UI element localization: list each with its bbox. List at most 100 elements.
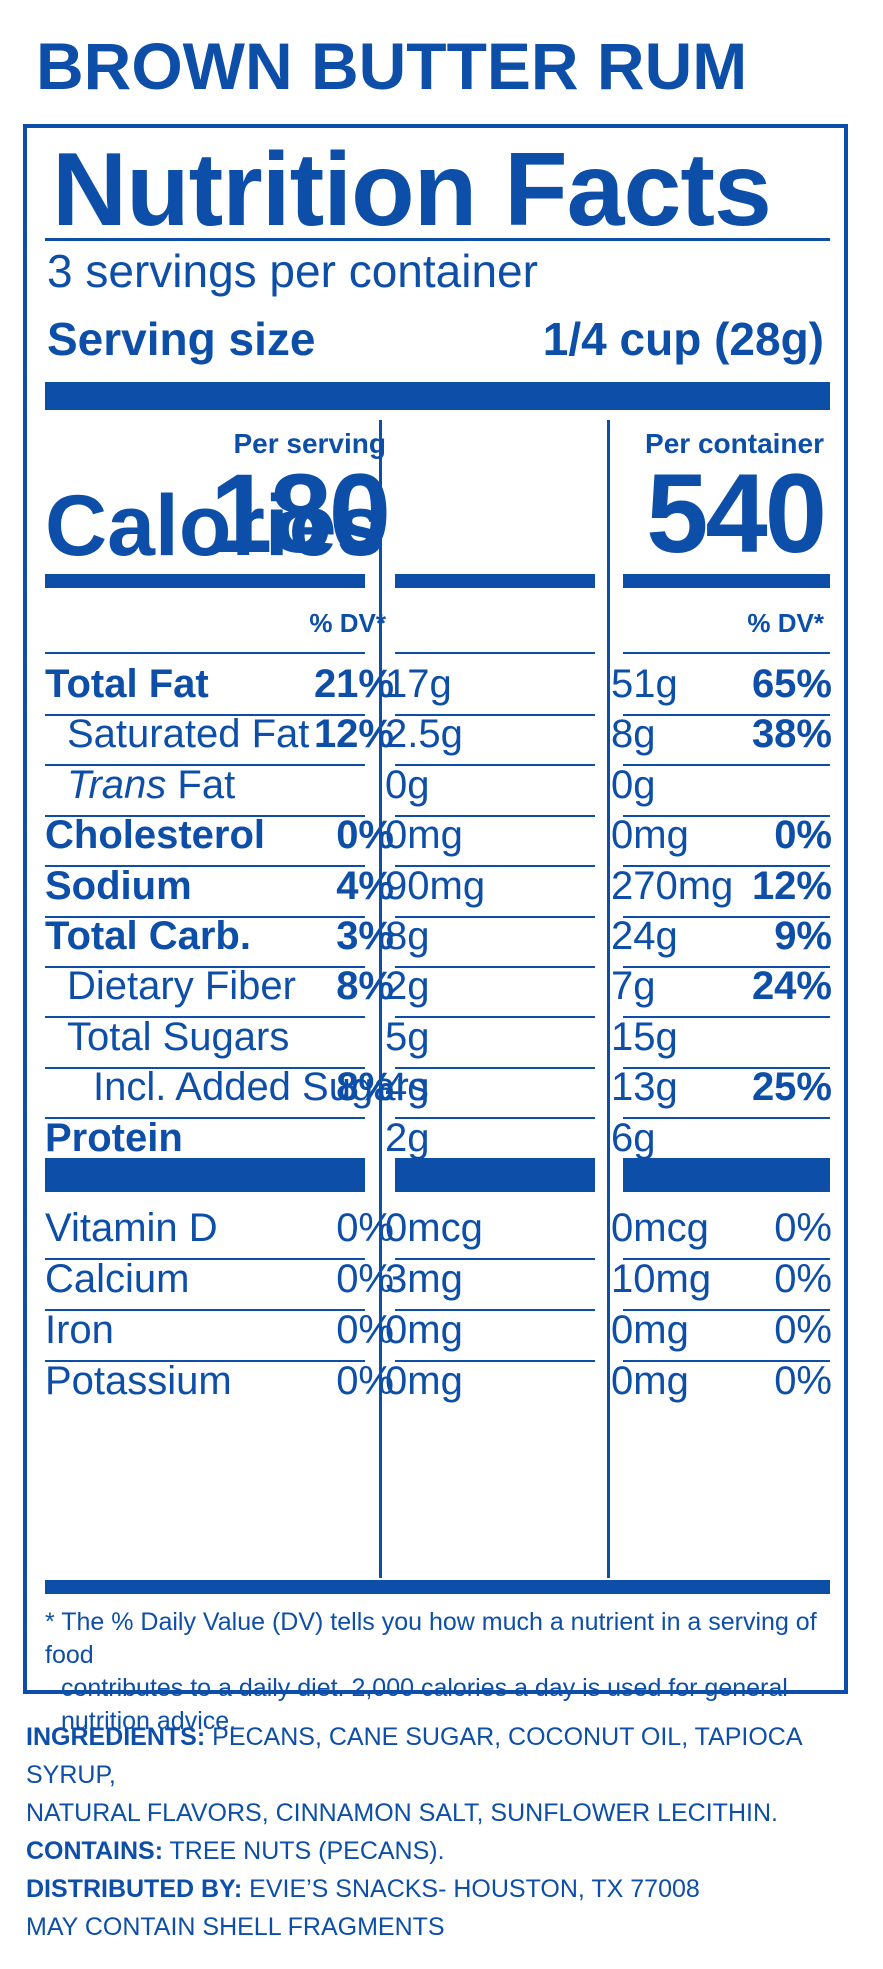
column-divider-container — [607, 420, 610, 1578]
container-dv: 65% — [751, 662, 832, 706]
shell-fragments-note: MAY CONTAIN SHELL FRAGMENTS — [26, 1913, 445, 1941]
serving-dv: 8% — [336, 964, 394, 1009]
serving-amount: 0mg — [385, 813, 463, 858]
row-rule — [45, 764, 365, 767]
serving-amount: 0mg — [385, 1308, 463, 1352]
row-rule — [623, 814, 830, 817]
nutrient-name: Sodium — [45, 863, 192, 908]
container-dv: 24% — [751, 964, 832, 1009]
container-dv: 12% — [751, 863, 832, 908]
nutrient-name: Dietary Fiber — [67, 964, 296, 1009]
row-rule — [623, 865, 830, 868]
nutrient-row: Trans Fat 0g 0g — [27, 757, 852, 819]
nutrient-row: Incl. Added Sugars 4g 8% 13g 25% — [27, 1059, 852, 1121]
container-dv: 38% — [751, 712, 832, 757]
row-rule — [623, 1309, 830, 1311]
row-rule — [395, 1066, 595, 1069]
nutrient-row: Total Carb. 8g 3% 24g 9% — [27, 908, 852, 970]
container-dv: 0% — [774, 1257, 832, 1301]
nutrient-row: Cholesterol 0mg 0% 0mg 0% — [27, 807, 852, 869]
serving-size-label: Serving size — [47, 313, 316, 365]
row-rule — [45, 1309, 365, 1311]
calories-per-serving: 180 — [210, 451, 391, 576]
nutrient-row: Sodium 90mg 4% 270mg 12% — [27, 858, 852, 920]
ingredients-block: INGREDIENTS: PECANS, CANE SUGAR, COCONUT… — [26, 1718, 866, 1946]
vitamin-row: Potassium 0mg 0% 0mg 0% — [27, 1353, 852, 1415]
container-amount: 270mg — [611, 863, 734, 908]
row-rule — [395, 1117, 595, 1120]
container-amount: 0mcg — [611, 1206, 709, 1250]
calories-bar-serving — [395, 574, 595, 588]
serving-dv: 3% — [336, 914, 394, 958]
nutrient-name: Protein — [45, 1115, 183, 1160]
row-rule — [45, 1117, 365, 1120]
row-rule — [623, 1117, 830, 1120]
container-dv: 9% — [774, 914, 832, 958]
serving-dv: 0% — [336, 1257, 394, 1301]
container-amount: 6g — [611, 1115, 656, 1160]
nutrient-row: Protein 2g 6g — [27, 1110, 852, 1172]
column-divider-serving — [379, 420, 382, 1578]
nutrient-row: Dietary Fiber 2g 8% 7g 24% — [27, 958, 852, 1020]
ingredients-text-2: NATURAL FLAVORS, CINNAMON SALT, SUNFLOWE… — [26, 1799, 778, 1827]
nutrient-name: Trans Fat — [67, 765, 235, 805]
thick-bar-bottom — [45, 1580, 830, 1594]
container-dv: 0% — [774, 1308, 832, 1352]
serving-dv: 0% — [336, 1359, 394, 1403]
container-amount: 10mg — [611, 1257, 712, 1301]
nutrient-name: Calcium — [45, 1257, 190, 1301]
serving-amount: 5g — [385, 1014, 430, 1059]
row-rule — [45, 1066, 365, 1069]
serving-amount: 90mg — [385, 863, 486, 908]
container-amount: 8g — [611, 712, 656, 757]
nutrient-row: Saturated Fat 2.5g 12% 8g 38% — [27, 706, 852, 768]
calories-per-container: 540 — [646, 451, 827, 576]
row-rule — [395, 814, 595, 817]
container-amount: 0mg — [611, 1308, 689, 1352]
nutrition-facts-title: Nutrition Facts — [52, 132, 772, 248]
title-rule — [45, 238, 830, 241]
serving-amount: 8g — [385, 914, 430, 958]
ingredients-text-1: PECANS, CANE SUGAR, COCONUT OIL, TAPIOCA… — [26, 1723, 802, 1789]
distributed-text: EVIE’S SNACKS- HOUSTON, TX 77008 — [249, 1875, 700, 1903]
calories-bar-left — [45, 574, 365, 588]
container-dv: 25% — [751, 1065, 832, 1110]
container-amount: 0mg — [611, 1359, 689, 1403]
nutrient-name: Potassium — [45, 1359, 232, 1403]
nutrient-name: Total Sugars — [67, 1014, 290, 1059]
ingredients-key: INGREDIENTS: — [26, 1723, 206, 1751]
nutrient-name: Incl. Added Sugars — [93, 1065, 429, 1110]
nutrient-row: Total Fat 17g 21% 51g 65% — [27, 656, 852, 718]
serving-amount: 2g — [385, 964, 430, 1009]
ingredients-line-1: INGREDIENTS: PECANS, CANE SUGAR, COCONUT… — [26, 1718, 866, 1794]
row-rule — [395, 865, 595, 868]
serving-dv: 0% — [336, 1206, 394, 1250]
footnote-line-2: contributes to a daily diet. 2,000 calor… — [61, 1674, 788, 1735]
container-amount: 13g — [611, 1065, 678, 1110]
thick-bar-top — [45, 382, 830, 410]
per-container-heading: Per container — [645, 428, 824, 459]
thick-bar-vitamins-container — [623, 1158, 830, 1192]
container-amount: 0g — [611, 762, 656, 807]
dv-heading-rule — [395, 652, 595, 654]
row-rule — [623, 1016, 830, 1019]
thick-bar-vitamins-serving — [395, 1158, 595, 1192]
serving-dv: 8% — [336, 1065, 394, 1110]
contains-key: CONTAINS: — [26, 1837, 164, 1865]
container-amount: 15g — [611, 1014, 678, 1059]
per-serving-heading: Per serving — [233, 428, 386, 459]
nutrient-name: Saturated Fat — [67, 712, 310, 757]
serving-amount: 0mg — [385, 1359, 463, 1403]
nutrient-name: Cholesterol — [45, 813, 266, 858]
container-dv: 0% — [774, 1359, 832, 1403]
footnote-line-1: * The % Daily Value (DV) tells you how m… — [45, 1608, 817, 1669]
calories-label: Calories — [45, 478, 385, 574]
nutrient-name: Total Fat — [45, 662, 209, 706]
row-rule — [395, 966, 595, 968]
row-rule — [45, 1360, 365, 1362]
row-rule — [623, 714, 830, 716]
nutrient-name-italic: Trans — [67, 762, 167, 807]
row-rule — [45, 915, 365, 918]
row-rule — [45, 714, 365, 716]
serving-amount: 0mcg — [385, 1206, 483, 1250]
